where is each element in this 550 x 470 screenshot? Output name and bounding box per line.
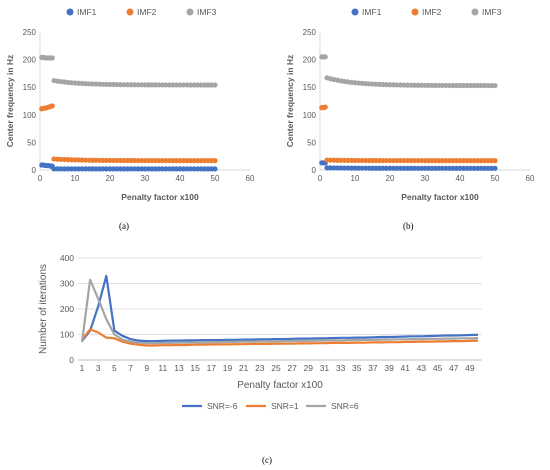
- data-point: [492, 165, 498, 171]
- x-tick-label: 27: [287, 363, 297, 373]
- x-axis-label: Penalty factor x100: [237, 380, 323, 391]
- legend-marker: [66, 8, 74, 16]
- data-point: [322, 54, 328, 60]
- x-tick-label: 0: [318, 174, 323, 183]
- legend-label: IMF1: [362, 7, 382, 17]
- x-tick-label: 7: [128, 363, 133, 373]
- data-point: [492, 158, 498, 164]
- chart-a: 0 10 20 30 40 50 60 0 50 100 150 200 250 Penalty fact…: [5, 7, 255, 202]
- series-line: [81, 328, 479, 347]
- legend-label: SNR=-6: [207, 401, 238, 411]
- x-tick-label: 10: [351, 174, 360, 183]
- y-tick-label: 0: [32, 166, 37, 175]
- y-tick-label: 400: [60, 253, 74, 263]
- legend-label: IMF1: [77, 7, 97, 17]
- y-axis-label: Number of iterations: [38, 264, 49, 354]
- x-tick-label: 21: [239, 363, 249, 373]
- x-tick-label: 20: [106, 174, 115, 183]
- data-point: [492, 82, 498, 89]
- y-tick-label: 300: [60, 279, 74, 289]
- y-tick-label: 250: [303, 28, 317, 37]
- x-tick-label: 35: [352, 363, 362, 373]
- x-axis-label: Penalty factor x100: [121, 192, 199, 202]
- x-tick-label: 10: [71, 174, 80, 183]
- y-tick-label: 100: [303, 111, 317, 120]
- x-tick-label: 19: [223, 363, 233, 373]
- panel-label-a: (a): [119, 221, 129, 231]
- x-tick-label: 11: [158, 363, 167, 373]
- y-axis-label: Center frequency in Hz: [5, 55, 15, 148]
- x-tick-label: 1: [80, 363, 85, 373]
- legend-marker: [186, 8, 194, 16]
- legend-marker: [411, 8, 419, 16]
- y-axis-label: Center frequency in Hz: [285, 55, 295, 148]
- x-tick-label: 43: [417, 363, 427, 373]
- data-point: [322, 104, 328, 110]
- x-axis-label: Penalty factor x100: [401, 192, 479, 202]
- x-tick-label: 40: [456, 174, 465, 183]
- legend-label: SNR=6: [331, 401, 359, 411]
- x-tick-label: 50: [211, 174, 220, 183]
- y-tick-label: 200: [60, 304, 74, 314]
- x-tick-label: 49: [465, 363, 475, 373]
- y-tick-label: 250: [23, 28, 37, 37]
- x-tick-label: 3: [96, 363, 101, 373]
- legend-marker: [351, 8, 359, 16]
- y-tick-label: 200: [23, 56, 37, 65]
- y-tick-label: 100: [60, 330, 74, 340]
- x-tick-label: 5: [112, 363, 117, 373]
- y-tick-label: 0: [69, 355, 74, 365]
- legend-label: IMF2: [137, 7, 157, 17]
- x-tick-label: 9: [144, 363, 149, 373]
- legend-label: IMF3: [197, 7, 217, 17]
- data-point: [212, 158, 218, 164]
- x-tick-label: 31: [320, 363, 330, 373]
- x-tick-label: 15: [190, 363, 200, 373]
- y-tick-label: 200: [303, 56, 317, 65]
- x-tick-label: 47: [449, 363, 459, 373]
- x-tick-label: 60: [526, 174, 535, 183]
- x-tick-label: 25: [271, 363, 281, 373]
- y-tick-label: 0: [312, 166, 317, 175]
- legend-label: SNR=1: [271, 401, 299, 411]
- x-tick-label: 41: [401, 363, 411, 373]
- panel-label-c: (c): [262, 455, 272, 465]
- x-tick-label: 40: [176, 174, 185, 183]
- x-tick-label: 60: [246, 174, 255, 183]
- x-tick-label: 20: [386, 174, 395, 183]
- legend-label: IMF3: [482, 7, 502, 17]
- data-point: [212, 82, 218, 88]
- y-tick-label: 100: [23, 111, 37, 120]
- data-point: [49, 103, 55, 109]
- x-tick-label: 30: [421, 174, 430, 183]
- x-tick-label: 45: [433, 363, 443, 373]
- x-tick-label: 37: [368, 363, 378, 373]
- data-point: [49, 55, 55, 61]
- x-tick-label: 23: [255, 363, 265, 373]
- panel-label-b: (b): [403, 221, 414, 231]
- y-tick-label: 150: [23, 83, 37, 92]
- legend-marker: [471, 8, 479, 16]
- x-tick-label: 29: [304, 363, 314, 373]
- legend-marker: [126, 8, 134, 16]
- series-line: [81, 274, 479, 343]
- y-tick-label: 150: [303, 83, 317, 92]
- x-tick-label: 39: [384, 363, 394, 373]
- data-point: [212, 166, 218, 172]
- x-tick-label: 17: [207, 363, 217, 373]
- x-tick-label: 0: [38, 174, 43, 183]
- legend-label: IMF2: [422, 7, 442, 17]
- series-line: [80, 278, 479, 345]
- y-tick-label: 50: [27, 138, 36, 147]
- x-tick-label: 50: [491, 174, 500, 183]
- x-tick-label: 33: [336, 363, 346, 373]
- x-tick-label: 30: [141, 174, 150, 183]
- chart-b: 0 10 20 30 40 50 60 0 50 100 150 200 250 Penalty fact…: [285, 7, 535, 202]
- y-tick-label: 50: [307, 138, 316, 147]
- x-tick-label: 13: [174, 363, 184, 373]
